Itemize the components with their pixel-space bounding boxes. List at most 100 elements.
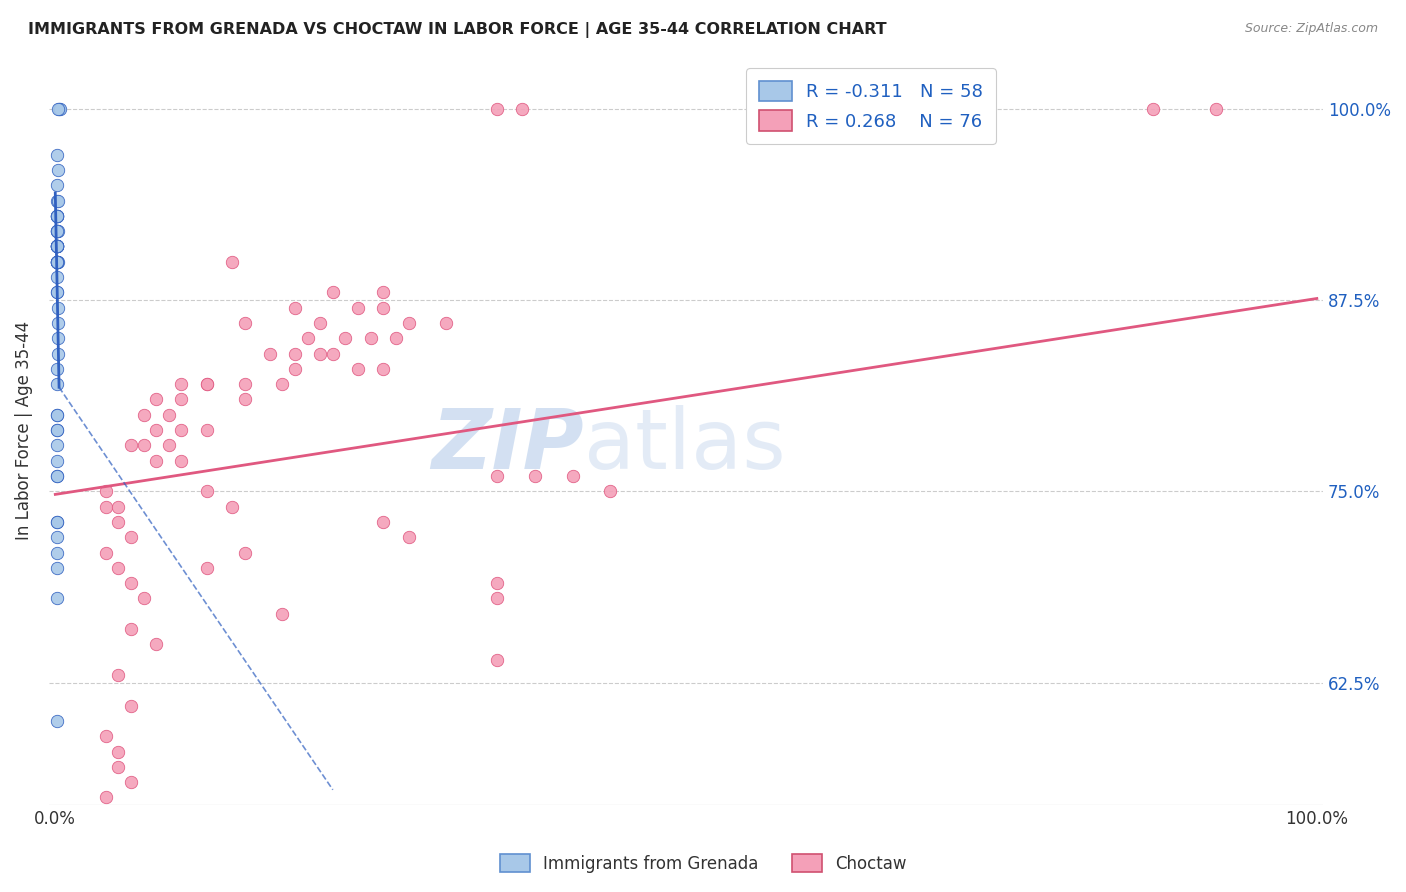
Point bbox=[398, 530, 420, 544]
Point bbox=[107, 760, 129, 774]
Point bbox=[45, 454, 67, 468]
Point bbox=[120, 576, 142, 591]
Point bbox=[221, 500, 243, 514]
Point bbox=[45, 209, 67, 223]
Point bbox=[107, 668, 129, 682]
Point bbox=[170, 377, 193, 392]
Point bbox=[195, 377, 218, 392]
Point bbox=[271, 377, 294, 392]
Point bbox=[434, 316, 457, 330]
Point bbox=[94, 729, 117, 743]
Point bbox=[599, 484, 621, 499]
Point bbox=[45, 239, 67, 253]
Point bbox=[46, 224, 69, 238]
Point bbox=[46, 163, 69, 178]
Point bbox=[107, 500, 129, 514]
Point bbox=[157, 438, 180, 452]
Point bbox=[347, 362, 370, 376]
Point bbox=[221, 254, 243, 268]
Point bbox=[45, 254, 67, 268]
Point bbox=[120, 438, 142, 452]
Point bbox=[45, 209, 67, 223]
Point bbox=[322, 346, 344, 360]
Text: atlas: atlas bbox=[583, 405, 786, 485]
Point bbox=[107, 805, 129, 820]
Point bbox=[45, 209, 67, 223]
Point bbox=[46, 346, 69, 360]
Point bbox=[1205, 102, 1227, 116]
Point bbox=[45, 239, 67, 253]
Point bbox=[45, 285, 67, 300]
Point bbox=[195, 423, 218, 437]
Point bbox=[145, 423, 167, 437]
Point bbox=[45, 254, 67, 268]
Point bbox=[45, 408, 67, 422]
Point bbox=[45, 239, 67, 253]
Point bbox=[485, 469, 508, 483]
Point bbox=[360, 331, 382, 345]
Point bbox=[233, 545, 256, 559]
Point bbox=[309, 346, 332, 360]
Point bbox=[94, 484, 117, 499]
Point bbox=[233, 377, 256, 392]
Text: IMMIGRANTS FROM GRENADA VS CHOCTAW IN LABOR FORCE | AGE 35-44 CORRELATION CHART: IMMIGRANTS FROM GRENADA VS CHOCTAW IN LA… bbox=[28, 22, 887, 38]
Point bbox=[373, 285, 395, 300]
Point bbox=[45, 224, 67, 238]
Point bbox=[45, 239, 67, 253]
Point bbox=[45, 714, 67, 728]
Point bbox=[45, 469, 67, 483]
Point bbox=[45, 254, 67, 268]
Point bbox=[45, 209, 67, 223]
Point bbox=[45, 362, 67, 376]
Point bbox=[45, 561, 67, 575]
Text: Source: ZipAtlas.com: Source: ZipAtlas.com bbox=[1244, 22, 1378, 36]
Point bbox=[45, 239, 67, 253]
Legend: Immigrants from Grenada, Choctaw: Immigrants from Grenada, Choctaw bbox=[494, 847, 912, 880]
Point bbox=[107, 515, 129, 529]
Point bbox=[45, 254, 67, 268]
Point bbox=[485, 576, 508, 591]
Point bbox=[45, 423, 67, 437]
Point bbox=[94, 500, 117, 514]
Point bbox=[45, 285, 67, 300]
Point bbox=[45, 254, 67, 268]
Point bbox=[45, 530, 67, 544]
Point bbox=[322, 285, 344, 300]
Point bbox=[49, 102, 72, 116]
Point bbox=[510, 102, 533, 116]
Point bbox=[45, 224, 67, 238]
Point bbox=[373, 301, 395, 315]
Point bbox=[45, 469, 67, 483]
Point bbox=[120, 530, 142, 544]
Point bbox=[485, 591, 508, 606]
Point bbox=[46, 301, 69, 315]
Point bbox=[297, 331, 319, 345]
Point bbox=[284, 301, 307, 315]
Point bbox=[233, 392, 256, 407]
Point bbox=[309, 316, 332, 330]
Point bbox=[373, 515, 395, 529]
Point bbox=[145, 392, 167, 407]
Point bbox=[195, 561, 218, 575]
Point bbox=[45, 515, 67, 529]
Legend: R = -0.311   N = 58, R = 0.268    N = 76: R = -0.311 N = 58, R = 0.268 N = 76 bbox=[747, 68, 995, 144]
Point bbox=[45, 224, 67, 238]
Point bbox=[132, 438, 155, 452]
Point bbox=[385, 331, 408, 345]
Point bbox=[45, 239, 67, 253]
Point bbox=[120, 698, 142, 713]
Point bbox=[46, 254, 69, 268]
Point bbox=[45, 209, 67, 223]
Text: ZIP: ZIP bbox=[432, 405, 583, 485]
Point bbox=[45, 254, 67, 268]
Point bbox=[561, 469, 583, 483]
Point bbox=[45, 147, 67, 161]
Point bbox=[170, 423, 193, 437]
Point bbox=[485, 653, 508, 667]
Point bbox=[120, 775, 142, 789]
Point bbox=[45, 178, 67, 193]
Point bbox=[94, 545, 117, 559]
Point bbox=[45, 239, 67, 253]
Point bbox=[94, 790, 117, 805]
Point bbox=[45, 423, 67, 437]
